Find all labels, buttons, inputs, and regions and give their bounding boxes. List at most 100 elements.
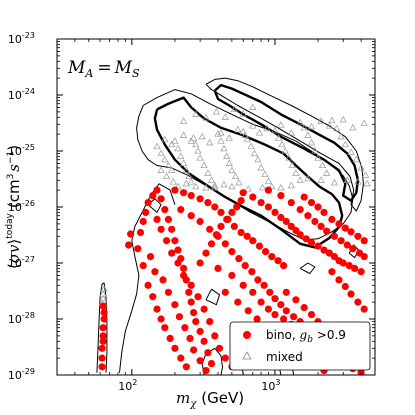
bino-point (268, 253, 276, 261)
bino-point (144, 281, 152, 289)
legend-label-mixed: mixed (266, 350, 303, 364)
thin-contour-3 (119, 183, 176, 373)
bino-point (171, 237, 179, 245)
bino-point (264, 203, 272, 211)
bino-point (296, 231, 304, 239)
y-tick-label: 10-24 (8, 87, 35, 102)
mixed-point (202, 113, 210, 121)
bino-point (237, 228, 245, 237)
mixed-point (244, 185, 252, 192)
mixed-point (241, 131, 249, 138)
mixed-point (281, 147, 289, 154)
bino-point (330, 253, 338, 261)
bino-point (228, 271, 236, 279)
bino-point (249, 237, 257, 245)
mixed-point (220, 144, 228, 152)
bino-point (287, 199, 295, 207)
bino-point (264, 305, 272, 313)
mixed-point (357, 163, 365, 171)
mixed-point (304, 174, 312, 182)
mixed-point (330, 178, 338, 186)
bino-point (202, 367, 210, 375)
bino-point (277, 301, 285, 309)
bino-point (345, 262, 353, 270)
thin-contour-0 (136, 89, 354, 241)
bino-point (302, 235, 310, 243)
bino-point (157, 315, 165, 323)
bino-point (180, 264, 188, 272)
bino-point (100, 309, 108, 317)
mixed-point (217, 137, 225, 144)
y-tick-label: 10-25 (8, 143, 35, 158)
bino-point (234, 298, 242, 306)
mixed-point (182, 166, 190, 173)
bino-point (217, 208, 225, 216)
bino-point (187, 212, 195, 220)
bino-point (177, 206, 185, 214)
bino-point (277, 213, 285, 222)
bino-point (320, 246, 328, 254)
mixed-point (221, 113, 229, 120)
mixed-point (307, 122, 316, 130)
mixed-point (285, 154, 293, 161)
bino-point (271, 311, 279, 319)
mixed-point (339, 115, 347, 123)
bino-point (314, 242, 322, 250)
bino-point (207, 240, 216, 248)
bino-point (187, 281, 195, 289)
bino-point (144, 199, 152, 207)
mixed-point (363, 179, 371, 187)
bino-point (196, 217, 204, 226)
mixed-point (268, 182, 276, 190)
bino-point (248, 268, 256, 276)
svg-text:⟨σv⟩today(cm3s−1): ⟨σv⟩today(cm3s−1) (5, 145, 23, 269)
mixed-point (261, 170, 269, 178)
bino-point (196, 357, 204, 365)
bino-point (320, 208, 328, 216)
bino-point (341, 282, 349, 291)
mixed-point (99, 294, 107, 302)
mixed-point (185, 172, 193, 180)
bino-point (204, 349, 212, 357)
bino-point (151, 268, 159, 276)
mixed-point (99, 290, 107, 297)
mixed-point (362, 171, 370, 178)
mixed-point (220, 180, 228, 188)
bino-point (311, 217, 319, 226)
bino-point (325, 249, 333, 257)
bino-point (161, 324, 169, 332)
bino-point (328, 268, 336, 276)
bino-point (157, 195, 165, 203)
bino-point (134, 245, 142, 253)
bino-point (161, 206, 169, 214)
bino-point (339, 259, 347, 267)
y-tick-label: 10-26 (8, 199, 35, 214)
mixed-point (360, 119, 368, 127)
bino-point (328, 215, 336, 223)
mixed-point (157, 149, 165, 157)
bino-point (287, 222, 295, 230)
bino-point (194, 293, 202, 301)
mixed-point (225, 134, 233, 141)
bino-point (349, 245, 357, 253)
mixed-point (257, 163, 265, 171)
bino-point (98, 354, 106, 362)
thick-contour-1 (213, 83, 360, 202)
mixed-point (168, 166, 176, 173)
bino-point (264, 186, 272, 194)
mixed-point (161, 155, 169, 163)
bino-point (335, 220, 343, 228)
mixed-point (277, 121, 285, 128)
bino-point (171, 301, 179, 309)
bino-point (149, 192, 157, 200)
bino-point (125, 241, 133, 249)
mixed-point (168, 140, 176, 148)
bino-point (149, 293, 157, 301)
mixed-point (314, 154, 322, 161)
bino-point (190, 346, 198, 354)
mixed-point (287, 181, 295, 189)
bino-point (271, 295, 279, 303)
bino-point (262, 248, 270, 256)
thin-contour-1 (205, 77, 364, 212)
